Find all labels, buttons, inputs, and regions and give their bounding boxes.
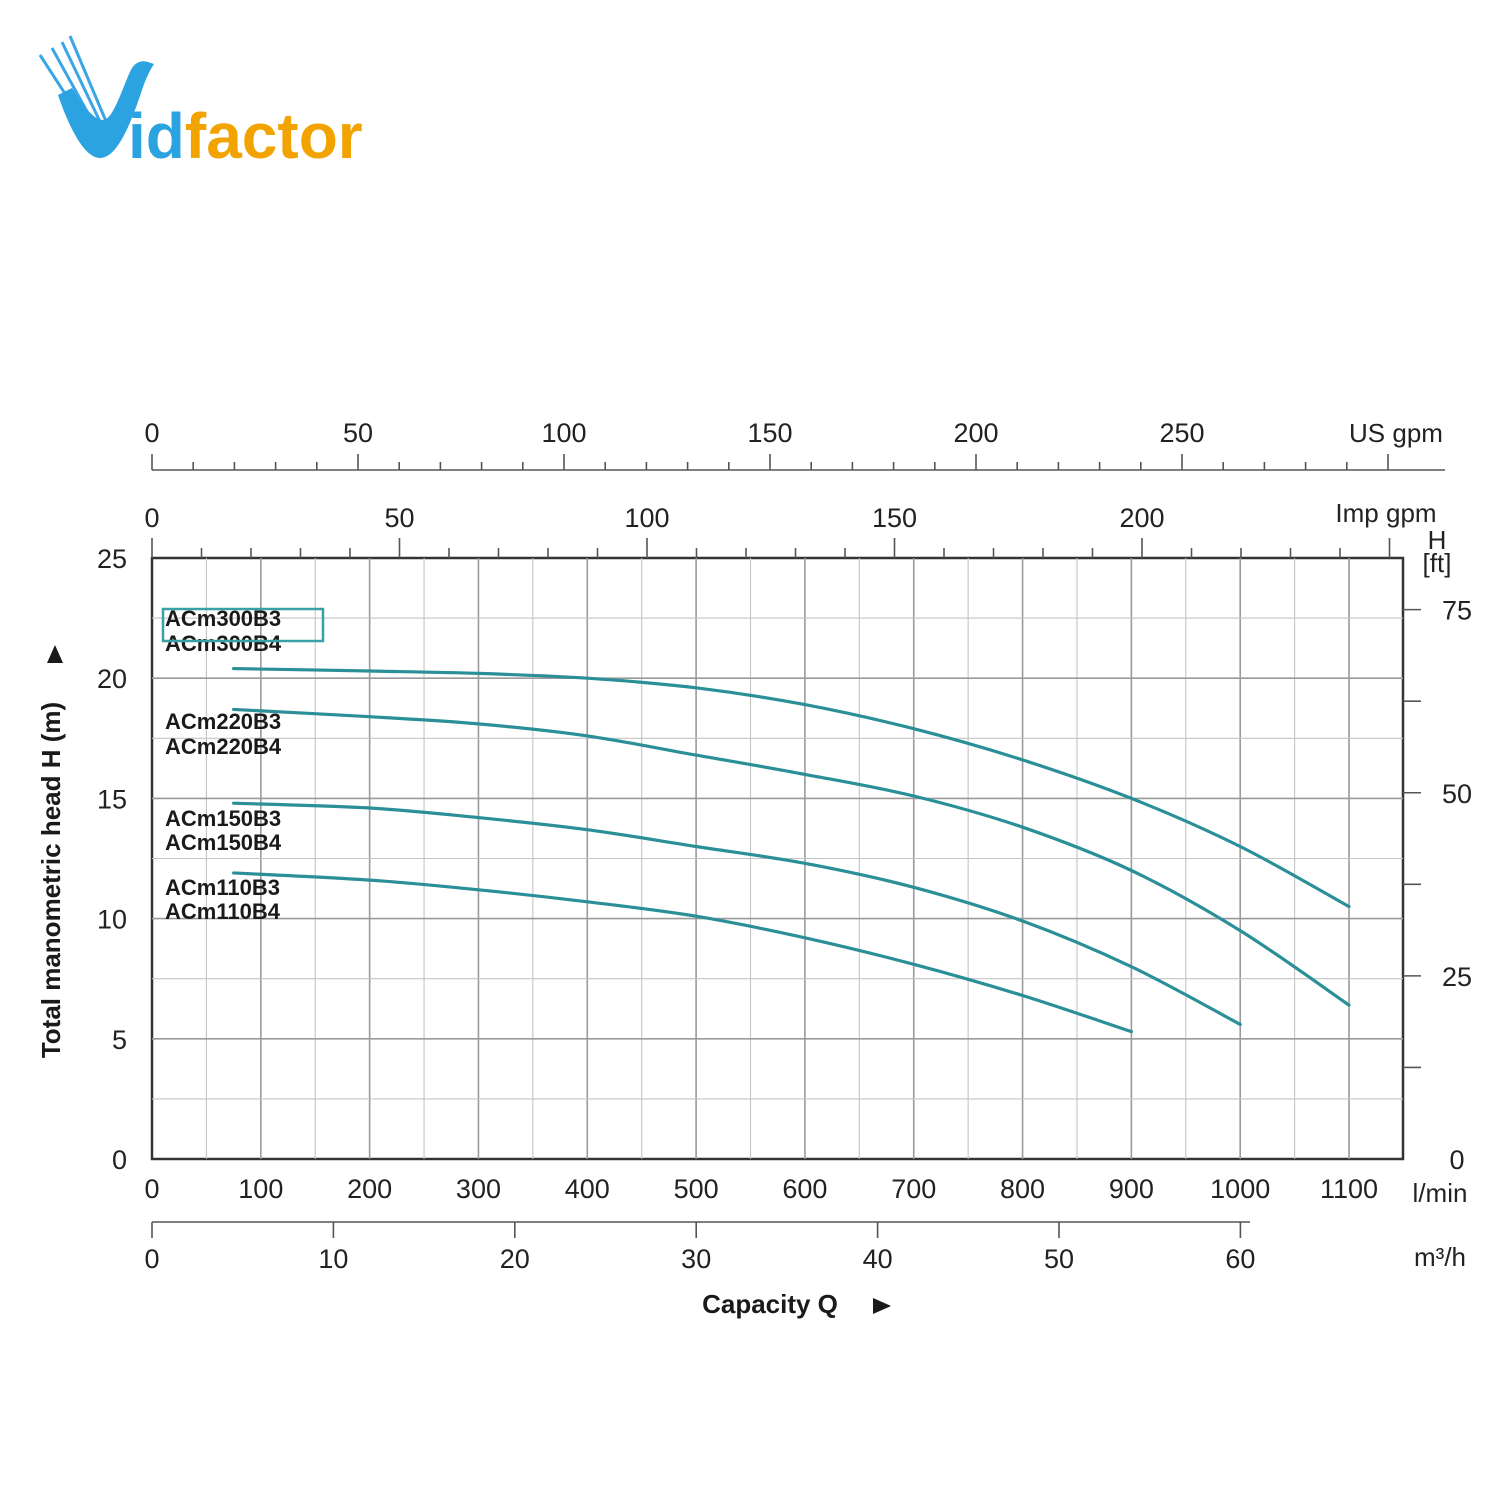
m3h-tick-label: 50 — [1044, 1244, 1074, 1274]
legend: ACm300B3ACm300B4ACm220B3ACm220B4ACm150B3… — [161, 606, 325, 924]
imp-gpm-tick-label: 0 — [144, 503, 159, 533]
brand-name: idfactor — [128, 100, 363, 172]
x-unit-label: l/min — [1413, 1178, 1468, 1208]
x-tick-label: 0 — [144, 1174, 159, 1204]
m3h-tick-label: 30 — [681, 1244, 711, 1274]
head-ft-tick-label: 75 — [1442, 596, 1472, 626]
x-tick-label: 100 — [238, 1174, 283, 1204]
x-tick-label: 800 — [1000, 1174, 1045, 1204]
m3h-tick-label: 20 — [500, 1244, 530, 1274]
us-gpm-unit-label: US gpm — [1349, 418, 1443, 448]
x-tick-label: 600 — [782, 1174, 827, 1204]
legend-label-acm110b4: ACm110B4 — [165, 899, 281, 924]
m3h-tick-label: 40 — [863, 1244, 893, 1274]
curves — [232, 666, 1351, 1034]
m3h-tick-label: 60 — [1225, 1244, 1255, 1274]
head-ft-tick-label: 0 — [1449, 1145, 1464, 1175]
x-tick-label: 1100 — [1320, 1174, 1378, 1204]
m3h-tick-label: 10 — [318, 1244, 348, 1274]
legend-label-acm300b4: ACm300B4 — [165, 631, 282, 656]
imp-gpm-tick-label: 50 — [384, 503, 414, 533]
legend-label-acm220b3: ACm220B3 — [165, 709, 281, 734]
curve-acm300b3 — [232, 666, 1351, 909]
imp-gpm-tick-label: 150 — [872, 503, 917, 533]
y-tick-label: 25 — [97, 544, 127, 574]
legend-highlight-box — [161, 607, 325, 643]
us-gpm-tick-label: 0 — [144, 418, 159, 448]
y-tick-label: 0 — [112, 1145, 127, 1175]
us-gpm-tick-label: 50 — [343, 418, 373, 448]
x-tick-label: 900 — [1109, 1174, 1154, 1204]
m3h-tick-label: 0 — [144, 1244, 159, 1274]
x-tick-label: 1000 — [1210, 1174, 1270, 1204]
x-tick-label: 500 — [674, 1174, 719, 1204]
m3h-unit-label: m³/h — [1414, 1242, 1466, 1272]
us-gpm-tick-label: 100 — [541, 418, 586, 448]
us-gpm-tick-label: 200 — [953, 418, 998, 448]
imp-gpm-tick-label: 100 — [624, 503, 669, 533]
x-tick-label: 300 — [456, 1174, 501, 1204]
x-tick-label: 200 — [347, 1174, 392, 1204]
legend-label-acm150b4: ACm150B4 — [165, 830, 282, 855]
curve-acm110b3 — [232, 871, 1133, 1034]
y-tick-label: 15 — [97, 784, 127, 814]
imp-gpm-unit-label: Imp gpm — [1335, 498, 1436, 528]
legend-label-acm150b3: ACm150B3 — [165, 806, 281, 831]
y-axis-arrow-icon — [47, 645, 63, 663]
x-tick-label: 400 — [565, 1174, 610, 1204]
brand-logo: idfactor — [38, 35, 363, 172]
y-axis-title: Total manometric head H (m) — [36, 702, 66, 1058]
us-gpm-tick-label: 250 — [1159, 418, 1204, 448]
head-ft-tick-label: 25 — [1442, 962, 1472, 992]
head-ft-unit-label-top: H — [1428, 525, 1447, 555]
legend-label-acm220b4: ACm220B4 — [165, 734, 282, 759]
grid-lines — [152, 558, 1403, 1159]
curve-acm220b3 — [232, 707, 1351, 1007]
y-tick-label: 10 — [97, 905, 127, 935]
legend-label-acm110b3: ACm110B3 — [165, 875, 280, 900]
curve-acm150b3 — [232, 801, 1242, 1026]
y-tick-label: 20 — [97, 664, 127, 694]
head-ft-unit-label-bottom: [ft] — [1423, 548, 1452, 578]
x-tick-label: 700 — [891, 1174, 936, 1204]
axes: 0 100 200 300 400 500 600 700 800 900 1000 1100 l/mi… — [97, 418, 1472, 1274]
imp-gpm-tick-label: 200 — [1119, 503, 1164, 533]
x-axis-title: Capacity Q — [702, 1289, 838, 1319]
bird-body-icon — [58, 61, 154, 158]
x-axis-arrow-icon — [873, 1298, 891, 1314]
y-tick-label: 5 — [112, 1025, 127, 1055]
us-gpm-tick-label: 150 — [747, 418, 792, 448]
head-ft-tick-label: 50 — [1442, 779, 1472, 809]
